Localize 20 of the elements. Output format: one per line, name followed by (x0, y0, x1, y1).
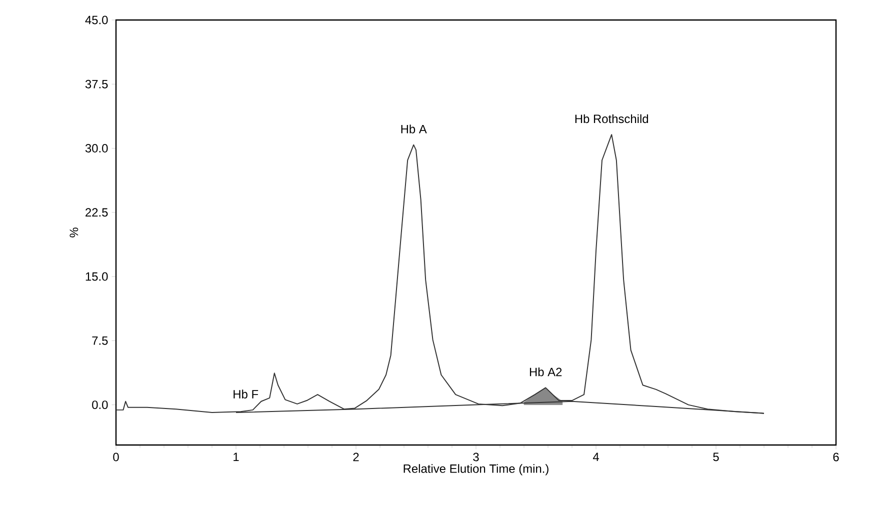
x-tick-label: 3 (473, 452, 479, 462)
annotation: Hb Rothschild (575, 114, 648, 124)
x-tick-label: 1 (234, 452, 239, 461)
annotation: Hb A (401, 124, 427, 134)
y-tick-label: 30.0 (85, 144, 108, 152)
x-tick-label: 5 (713, 452, 719, 462)
x-tick-label: 4 (592, 452, 599, 461)
x-tick-label: 6 (833, 452, 839, 462)
x-tick-label: 2 (353, 452, 359, 462)
y-tick-label: 22.5 (86, 208, 108, 217)
y-axis-title: % (70, 228, 78, 238)
y-tick-label: 7.5 (92, 336, 108, 345)
y-tick-label: 37.5 (85, 80, 108, 88)
y-tick-label: 45.0 (85, 16, 108, 24)
y-tick-label: 0.0 (92, 400, 108, 410)
x-tick-label: 0 (113, 452, 119, 462)
annotation: Hb F (234, 390, 258, 398)
annotation: Hb A2 (530, 367, 562, 376)
x-axis-title: Relative Elution Time (min.) (404, 464, 548, 476)
y-tick-label: 15.0 (86, 272, 108, 281)
